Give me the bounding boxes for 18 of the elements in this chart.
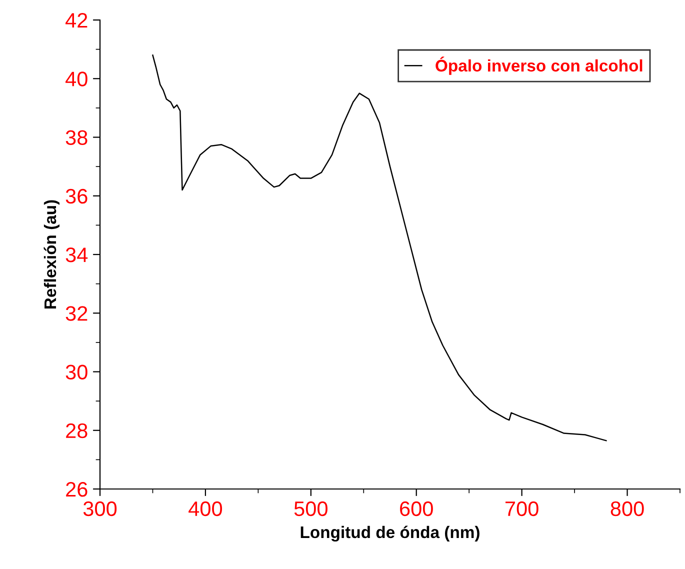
y-axis-title: Reflexión (au) (44, 200, 60, 308)
x-tick-label: 700 (506, 501, 538, 516)
y-tick-label: 28 (66, 423, 88, 438)
y-tick-label: 34 (66, 248, 88, 262)
y-tick-label: 26 (66, 482, 88, 497)
y-tick-label: 42 (66, 13, 88, 28)
x-axis-title: Longitud de ónda (nm) (300, 526, 480, 542)
y-tick-label: 30 (66, 364, 88, 380)
x-tick-label: 600 (400, 501, 433, 516)
x-tick-label: 400 (188, 501, 222, 516)
legend-label: Ópalo inverso con alcohol (436, 56, 642, 75)
y-tick-label: 40 (66, 72, 88, 86)
x-tick-label: 500 (294, 501, 328, 516)
x-tick-label: 800 (610, 501, 644, 516)
y-tick-label: 38 (66, 130, 88, 146)
y-tick-label: 32 (66, 306, 88, 321)
y-tick-label: 36 (66, 188, 88, 204)
x-tick-label: 300 (83, 501, 117, 516)
